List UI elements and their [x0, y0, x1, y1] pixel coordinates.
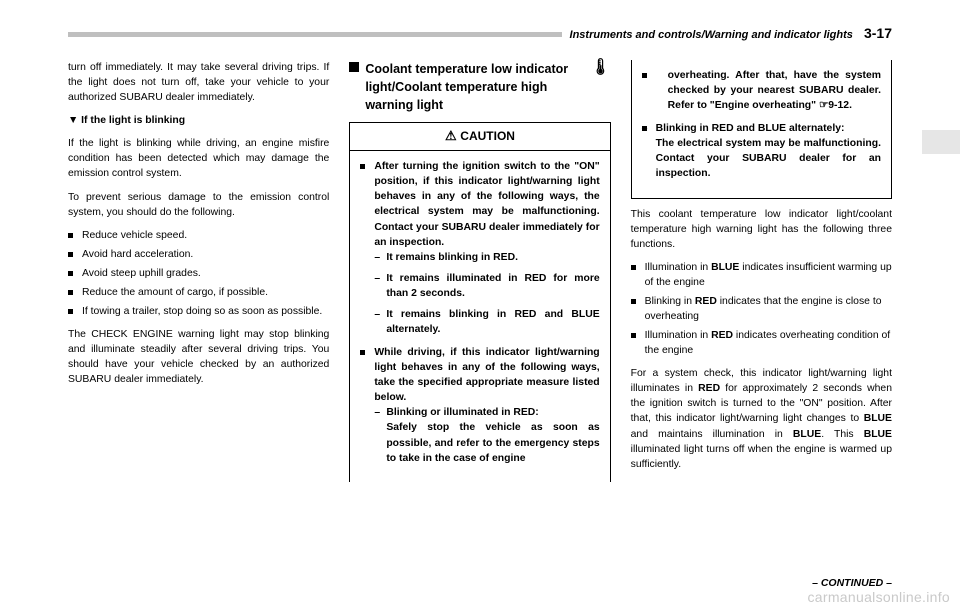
temperature-icon: 🌡 [590, 60, 610, 76]
list-item: Avoid hard acceleration. [68, 247, 329, 262]
caution-subitem: It remains blinking in RED and BLUE alte… [374, 307, 599, 337]
page-number: 3-17 [864, 25, 892, 41]
list-item: If towing a trailer, stop doing so as so… [68, 304, 329, 319]
list-item: Illumination in RED indicates overheatin… [631, 328, 892, 358]
section-title: Instruments and controls/Warning and ind… [570, 29, 853, 41]
content-columns: turn off immediately. It may take severa… [68, 60, 892, 490]
bullet-list: Illumination in BLUE indicates insuffici… [631, 260, 892, 358]
caution-text: After turning the ignition switch to the… [374, 161, 599, 247]
caution-text: While driving, if this indicator light/w… [374, 347, 599, 403]
caution-subitem: It remains illuminated in RED for more t… [374, 271, 599, 301]
list-item: Illumination in BLUE indicates insuffici… [631, 260, 892, 290]
list-item: Reduce the amount of cargo, if possible. [68, 285, 329, 300]
caution-body: overheating. After that, have the system… [632, 60, 891, 198]
body-text: To prevent serious damage to the emissio… [68, 190, 329, 220]
body-text: For a system check, this indicator light… [631, 366, 892, 472]
heading-text: Coolant temperature low indicator light/… [365, 60, 590, 114]
caution-subitem: – Blinking in RED and BLUE alternately: … [642, 121, 881, 181]
column-3: overheating. After that, have the system… [631, 60, 892, 490]
square-bullet-icon [349, 62, 359, 72]
list-item: Reduce vehicle speed. [68, 228, 329, 243]
body-text: turn off immediately. It may take severa… [68, 60, 329, 105]
list-item: Avoid steep uphill grades. [68, 266, 329, 281]
watermark: carmanualsonline.info [808, 589, 951, 605]
caution-box-continued: overheating. After that, have the system… [631, 60, 892, 199]
subheading: If the light is blinking [68, 113, 329, 128]
body-text: This coolant temperature low indicator l… [631, 207, 892, 252]
column-1: turn off immediately. It may take severa… [68, 60, 329, 490]
continued-label: – CONTINUED – [812, 577, 892, 589]
caution-item: After turning the ignition switch to the… [360, 159, 599, 337]
body-text: If the light is blinking while driving, … [68, 136, 329, 181]
caution-subitem: Blinking or illuminated in RED: Safely s… [374, 405, 599, 465]
side-tab [922, 130, 960, 154]
caution-sub-title: Blinking in RED and BLUE alternately: [656, 123, 845, 134]
caution-item: While driving, if this indicator light/w… [360, 345, 599, 466]
body-text: The CHECK ENGINE warning light may stop … [68, 327, 329, 387]
caution-sub-body: Safely stop the vehicle as soon as possi… [386, 422, 599, 463]
caution-title: CAUTION [350, 123, 609, 151]
section-heading: Coolant temperature low indicator light/… [349, 60, 610, 114]
caution-box: CAUTION After turning the ignition switc… [349, 122, 610, 481]
caution-sub-body: The electrical system may be malfunction… [656, 138, 881, 179]
bullet-list: Reduce vehicle speed. Avoid hard acceler… [68, 228, 329, 319]
caution-body: After turning the ignition switch to the… [350, 151, 609, 481]
list-item: Blinking in RED indicates that the engin… [631, 294, 892, 324]
page-header: Instruments and controls/Warning and ind… [562, 25, 892, 41]
caution-cont: overheating. After that, have the system… [642, 68, 881, 113]
caution-text: overheating. After that, have the system… [668, 70, 881, 111]
caution-subitem: It remains blinking in RED. [374, 250, 599, 265]
caution-sub-title: Blinking or illuminated in RED: [386, 407, 538, 418]
column-2: Coolant temperature low indicator light/… [349, 60, 610, 490]
